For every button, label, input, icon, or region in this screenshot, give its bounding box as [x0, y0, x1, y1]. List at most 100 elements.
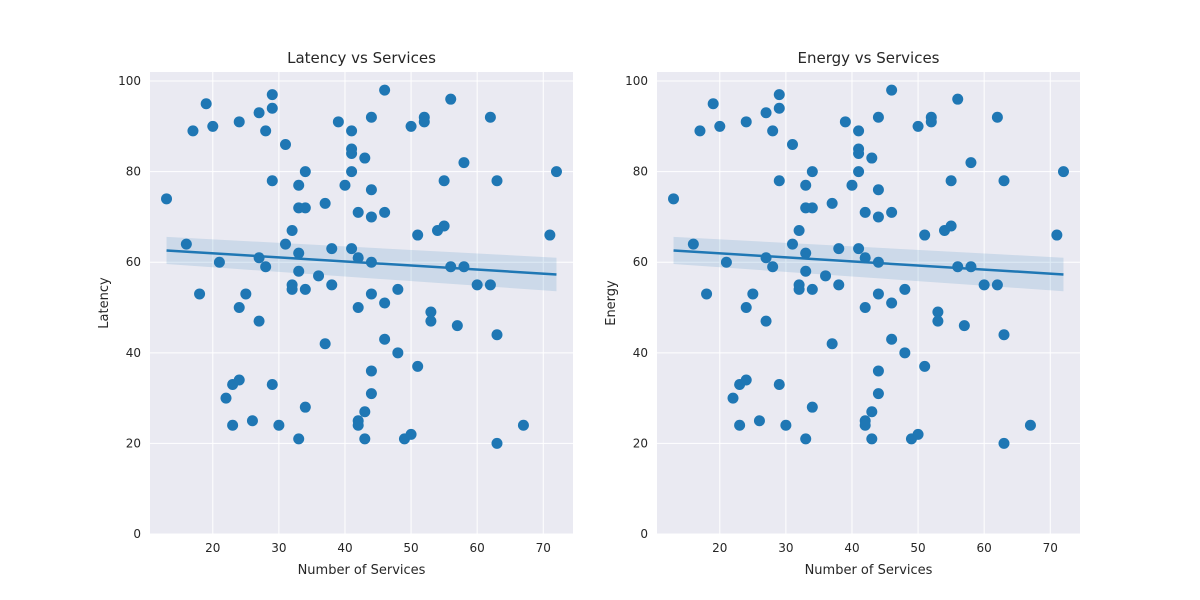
x-tick-label: 20: [712, 541, 727, 555]
data-point: [872, 211, 884, 223]
data-point: [773, 175, 785, 187]
data-point: [279, 238, 291, 250]
data-point: [839, 116, 851, 128]
data-point: [266, 102, 278, 114]
data-point: [425, 306, 437, 318]
data-point: [438, 175, 450, 187]
data-point: [945, 175, 957, 187]
y-axis-label: Energy: [604, 280, 619, 326]
data-point: [233, 302, 245, 314]
data-point: [991, 279, 1003, 291]
y-tick-label: 0: [133, 527, 141, 541]
data-point: [701, 288, 713, 300]
data-point: [912, 120, 924, 132]
x-tick-label: 70: [1043, 541, 1058, 555]
data-point: [899, 283, 911, 295]
data-point: [365, 365, 377, 377]
data-point: [740, 116, 752, 128]
data-point: [1051, 229, 1063, 241]
data-point: [932, 306, 944, 318]
data-point: [286, 225, 298, 237]
data-point: [365, 111, 377, 123]
data-point: [352, 302, 364, 314]
data-point: [853, 166, 865, 178]
data-point: [458, 157, 470, 169]
data-point: [886, 333, 898, 345]
y-tick-label: 60: [126, 255, 141, 269]
data-point: [965, 261, 977, 273]
data-point: [866, 433, 878, 445]
data-point: [826, 197, 838, 209]
data-point: [346, 148, 358, 160]
confidence-band: [166, 236, 557, 292]
plot-area: [150, 72, 573, 534]
data-point: [899, 347, 911, 359]
data-point: [471, 279, 483, 291]
data-point: [365, 288, 377, 300]
y-tick-label: 20: [126, 436, 141, 450]
x-tick-label: 30: [778, 541, 793, 555]
data-point: [998, 329, 1010, 341]
data-point: [187, 125, 199, 137]
x-tick-label: 50: [403, 541, 418, 555]
data-point: [859, 206, 871, 218]
data-point: [793, 225, 805, 237]
y-tick-label: 60: [633, 255, 648, 269]
data-point: [872, 365, 884, 377]
confidence-band: [673, 236, 1064, 292]
data-point: [266, 175, 278, 187]
y-tick-label: 100: [118, 74, 141, 88]
data-point: [458, 261, 470, 273]
data-point: [707, 98, 719, 110]
data-point: [866, 152, 878, 164]
data-point: [800, 433, 812, 445]
data-point: [550, 166, 562, 178]
chart-title: Latency vs Services: [287, 49, 436, 67]
data-point: [266, 379, 278, 391]
data-point: [240, 288, 252, 300]
data-point: [319, 197, 331, 209]
data-point: [313, 270, 325, 282]
x-tick-label: 30: [271, 541, 286, 555]
data-point: [800, 247, 812, 259]
data-point: [859, 419, 871, 431]
data-point: [293, 247, 305, 259]
data-point: [872, 288, 884, 300]
data-point: [207, 120, 219, 132]
chart-title: Energy vs Services: [798, 49, 940, 67]
data-point: [491, 329, 503, 341]
data-point: [326, 279, 338, 291]
data-point: [352, 419, 364, 431]
y-tick-label: 80: [633, 165, 648, 179]
data-point: [326, 243, 338, 255]
data-point: [418, 116, 430, 128]
data-point: [293, 433, 305, 445]
data-point: [998, 175, 1010, 187]
y-ticks: 0 20 40 60 80 100: [625, 74, 648, 541]
y-tick-label: 0: [640, 527, 648, 541]
data-point: [293, 179, 305, 191]
data-point: [773, 102, 785, 114]
data-point: [405, 428, 417, 440]
data-point: [747, 288, 759, 300]
data-point: [379, 206, 391, 218]
data-point: [760, 315, 772, 327]
data-point: [352, 206, 364, 218]
data-point: [200, 98, 212, 110]
data-point: [451, 320, 463, 332]
data-point: [299, 283, 311, 295]
data-point: [279, 138, 291, 150]
data-point: [773, 89, 785, 101]
data-point: [800, 179, 812, 191]
data-point: [491, 175, 503, 187]
data-point: [919, 229, 931, 241]
data-point: [694, 125, 706, 137]
data-point: [1057, 166, 1069, 178]
data-point: [299, 401, 311, 413]
y-tick-label: 100: [625, 74, 648, 88]
data-point: [392, 347, 404, 359]
data-point: [359, 406, 371, 418]
x-ticks: 20 30 40 50 60 70: [712, 541, 1058, 555]
data-point: [734, 419, 746, 431]
data-point: [392, 283, 404, 295]
